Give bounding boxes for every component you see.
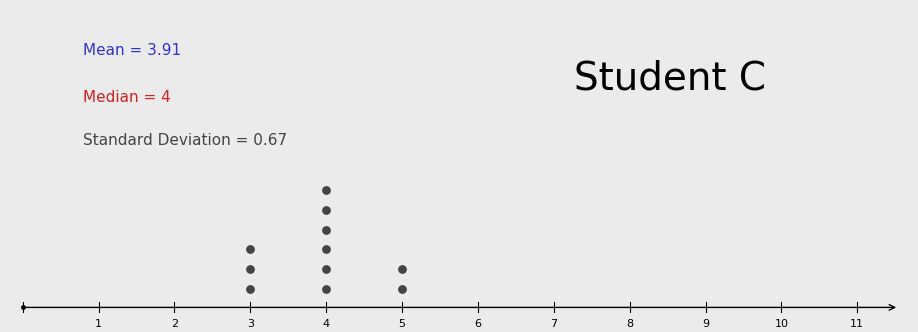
Text: 5: 5 [398, 319, 406, 329]
Text: Median = 4: Median = 4 [83, 90, 171, 105]
Text: 7: 7 [550, 319, 557, 329]
Text: Standard Deviation = 0.67: Standard Deviation = 0.67 [83, 133, 286, 148]
Text: 2: 2 [171, 319, 178, 329]
Text: Student C: Student C [574, 60, 767, 98]
Text: 11: 11 [850, 319, 865, 329]
Text: 9: 9 [702, 319, 709, 329]
Text: 1: 1 [95, 319, 102, 329]
Point [243, 266, 258, 272]
Text: 10: 10 [775, 319, 789, 329]
Text: 4: 4 [322, 319, 330, 329]
Point [319, 207, 333, 212]
Point [395, 286, 409, 291]
Point [319, 188, 333, 193]
Text: 8: 8 [626, 319, 633, 329]
Text: Mean = 3.91: Mean = 3.91 [83, 43, 181, 58]
Point [395, 266, 409, 272]
Text: 3: 3 [247, 319, 254, 329]
Point [319, 227, 333, 232]
Point [243, 286, 258, 291]
Point [243, 247, 258, 252]
Point [319, 247, 333, 252]
Point [319, 266, 333, 272]
Point [319, 286, 333, 291]
Text: 6: 6 [475, 319, 481, 329]
